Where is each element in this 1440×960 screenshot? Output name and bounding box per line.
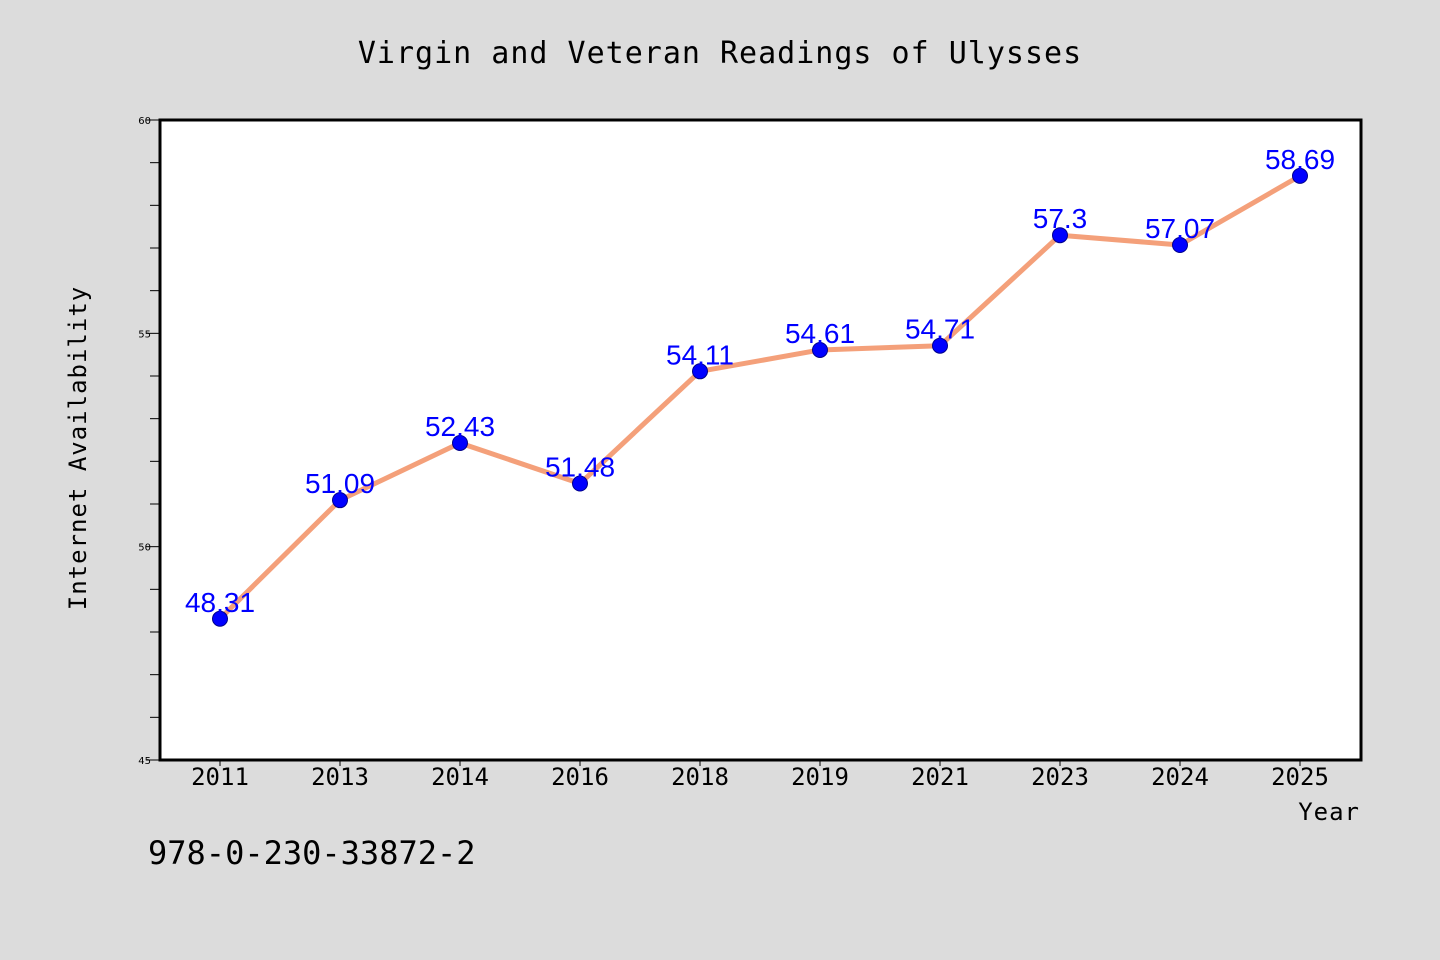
data-label: 54.61 [785,318,855,349]
x-tick-label: 2024 [1151,763,1209,791]
data-point [1292,167,1308,184]
data-label: 48.31 [185,587,255,618]
y-tick-label: 55 [138,329,151,340]
data-label: 57.07 [1145,213,1215,244]
y-axis-label: Internet Availability [64,286,92,610]
data-label: 51.09 [305,468,375,499]
data-point [932,337,948,354]
series-markers [212,167,1308,627]
data-label: 54.11 [666,339,734,370]
plot-area [158,118,1363,762]
series-line [217,173,1303,622]
x-tick-label: 2023 [1031,763,1089,791]
data-labels: 48.31 51.09 52.43 51.48 54.11 54.61 54.71 57.3 5… [185,144,1335,618]
data-label: 52.43 [425,411,495,442]
data-point [692,363,708,380]
x-tick-label: 2013 [311,763,369,791]
x-tick-label: 2019 [791,763,849,791]
chart-title: Virgin and Veteran Readings of Ulysses [358,36,1082,71]
y-tick-label: 50 [138,543,151,554]
data-label: 58.69 [1265,144,1335,175]
y-tick-label: 45 [138,756,151,767]
y-axis: 45 50 55 60 [138,116,160,767]
data-label: 51.48 [545,452,615,483]
data-point [812,341,828,358]
x-tick-label: 2014 [431,763,489,791]
data-label: 54.71 [905,314,975,345]
x-tick-label: 2021 [911,763,969,791]
x-tick-label: 2018 [671,763,729,791]
y-tick-label: 60 [138,116,151,127]
x-tick-label: 2011 [191,763,249,791]
isbn-text: 978-0-230-33872-2 [148,834,476,872]
x-tick-label: 2016 [551,763,609,791]
data-point [1172,237,1188,254]
x-axis: 2011 2013 2014 2016 2018 2019 2021 2023 2024 2025 [191,760,1329,791]
data-point [572,475,588,492]
data-point [1052,227,1068,244]
data-label: 57.3 [1033,203,1088,234]
data-point [212,610,228,627]
data-point [452,434,468,451]
data-point [332,492,348,509]
x-tick-label: 2025 [1271,763,1329,791]
x-axis-label: Year [1298,798,1360,826]
